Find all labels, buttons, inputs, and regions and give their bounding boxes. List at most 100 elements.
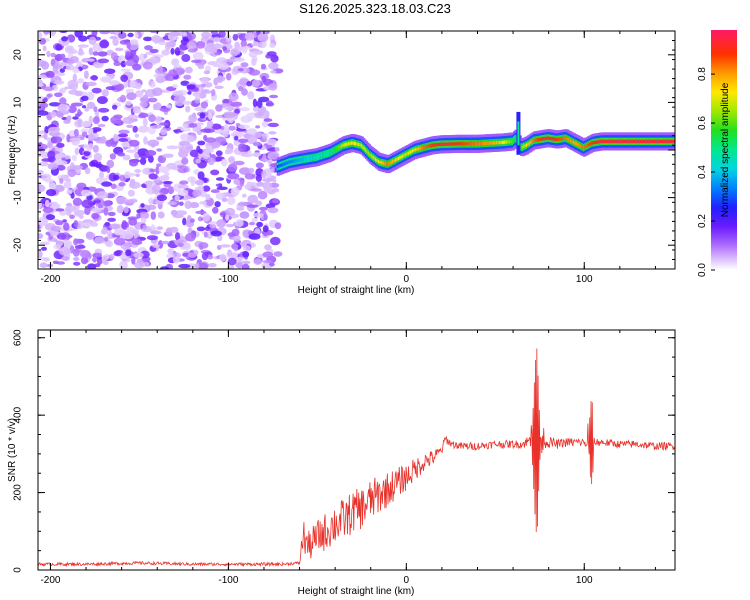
spectrogram-noise-blob xyxy=(47,150,56,160)
spectrogram-y-axis-label: Frequency (Hz) xyxy=(7,116,18,185)
spectrogram-noise-blob xyxy=(251,217,258,223)
spectrogram-noise-blob xyxy=(63,222,70,231)
spectrogram-noise-blob xyxy=(167,248,175,254)
spectrogram-noise-blob xyxy=(38,31,43,39)
spectrogram-noise-blob xyxy=(48,102,61,107)
spectrogram-noise-blob xyxy=(127,189,135,197)
spectrogram-noise-blob xyxy=(203,82,213,88)
spectrogram-noise-blob xyxy=(68,89,79,95)
spectrogram-noise-blob xyxy=(134,169,142,173)
spectrogram-noise-blob xyxy=(93,129,98,134)
spectrogram-noise-blob xyxy=(113,61,122,66)
spectrogram-noise-blob xyxy=(65,64,75,71)
spectrogram-noise-blob xyxy=(242,251,250,258)
spectrogram-noise-blob xyxy=(59,87,66,94)
colorbar-tick-label: 0.2 xyxy=(697,214,708,228)
spectrogram-noise-blob xyxy=(74,31,84,38)
spectrogram-noise-blob xyxy=(216,186,228,191)
colorbar-tick-label: 0.6 xyxy=(697,116,708,130)
spectrogram-noise-blob xyxy=(238,201,247,207)
spectrogram-noise-blob xyxy=(244,32,255,41)
spectrogram-noise-blob xyxy=(220,158,228,167)
spectrogram-noise-blob xyxy=(262,225,269,233)
spectrogram-noise-blob xyxy=(73,257,80,261)
spectrogram-noise-blob xyxy=(247,91,255,100)
spectrogram-noise-blob xyxy=(159,107,171,112)
spectrogram-noise-blob xyxy=(149,168,156,173)
spectrogram-noise-blob xyxy=(135,173,140,177)
spectrogram-noise-blob xyxy=(153,74,159,78)
spectrogram-noise-blob xyxy=(246,181,252,190)
spectrogram-noise-blob xyxy=(121,221,129,230)
spectrogram-noise-blob xyxy=(132,107,141,114)
spectrogram-noise-blob xyxy=(166,145,179,150)
spectrogram-noise-blob xyxy=(45,189,57,197)
spectrogram-noise-blob xyxy=(125,51,132,57)
colorbar-label: Normalized spectral amplitude xyxy=(720,82,731,217)
spectrogram-noise-blob xyxy=(165,43,171,51)
spectrogram-noise-blob xyxy=(158,65,163,74)
spectrogram-noise-blob xyxy=(129,80,137,88)
spectrogram-noise-blob xyxy=(55,44,63,51)
spectrogram-noise-blob xyxy=(83,144,90,150)
spectrogram-noise-blob xyxy=(242,193,247,198)
spectrogram-noise-blob xyxy=(207,157,215,166)
spectrogram-noise-blob xyxy=(197,171,205,180)
spectrogram-noise-blob xyxy=(223,106,236,111)
spectrogram-noise-blob xyxy=(83,222,91,228)
spectrogram-noise-blob xyxy=(123,206,129,214)
spectrogram-noise-blob xyxy=(72,248,80,257)
spectrogram-noise-blob xyxy=(110,183,117,190)
spectrogram-noise-blob xyxy=(114,47,124,52)
spectrogram-noise-blob xyxy=(170,209,178,216)
spectrogram-noise-blob xyxy=(216,57,228,65)
spectrogram-noise-blob xyxy=(187,252,197,258)
spectrogram-noise-blob xyxy=(183,36,189,42)
spectrogram-noise-blob xyxy=(94,199,102,204)
spectrogram-noise-blob xyxy=(214,85,224,90)
spectrogram-noise-blob xyxy=(267,151,280,160)
spectrogram-noise-blob xyxy=(215,183,222,187)
snr-x-tick-label: 100 xyxy=(576,575,593,586)
spectrogram-noise-blob xyxy=(241,46,248,54)
spectrogram-noise-blob xyxy=(50,58,56,66)
spectrogram-noise-blob xyxy=(134,133,139,138)
colorbar-tick-label: 0.8 xyxy=(697,67,708,81)
spectrogram-noise-blob xyxy=(251,58,257,66)
spectrogram-noise-blob xyxy=(223,123,229,133)
spectrogram-noise-blob xyxy=(47,141,53,149)
spectrogram-noise-blob xyxy=(140,217,147,224)
spectrogram-noise-blob xyxy=(46,93,53,98)
spectrogram-noise-blob xyxy=(247,149,252,157)
spectrogram-noise-blob xyxy=(63,119,71,124)
spectrogram-noise-blob xyxy=(248,69,261,76)
spectrogram-noise-blob xyxy=(156,194,168,202)
spectrogram-noise-blob xyxy=(237,68,244,72)
spectrogram-noise-blob xyxy=(109,253,115,260)
spectrogram-noise-blob xyxy=(156,148,163,152)
spectrogram-noise-blob xyxy=(236,207,245,211)
spectrogram-noise-blob xyxy=(132,125,138,133)
spectrogram-noise-blob xyxy=(238,124,250,129)
spectrogram-noise-blob xyxy=(113,237,126,246)
spectrogram-noise-blob xyxy=(210,230,222,237)
spectrogram-noise-blob xyxy=(62,219,67,223)
spectrogram-noise-blob xyxy=(185,105,191,113)
spectrogram-noise-blob xyxy=(43,86,54,92)
spectrogram-noise-blob xyxy=(268,131,277,135)
spectrogram-noise-blob xyxy=(181,54,191,62)
spectrogram-noise-blob xyxy=(61,36,68,42)
spectrogram-noise-blob xyxy=(225,72,232,81)
spectrogram-noise-blob xyxy=(79,214,84,219)
spectrogram-noise-blob xyxy=(148,173,158,180)
spectrogram-noise-blob xyxy=(218,62,230,70)
spectrogram-noise-blob xyxy=(246,81,253,87)
spectrogram-noise-blob xyxy=(253,258,262,265)
spectrogram-noise-blob xyxy=(116,205,124,214)
spectrogram-noise-blob xyxy=(101,255,107,264)
spectrogram-noise-blob xyxy=(199,112,206,119)
spectrogram-noise-blob xyxy=(86,58,95,62)
spectrogram-noise-blob xyxy=(52,64,63,69)
spectrogram-noise-blob xyxy=(56,164,66,171)
spectrogram-noise-blob xyxy=(122,116,135,124)
